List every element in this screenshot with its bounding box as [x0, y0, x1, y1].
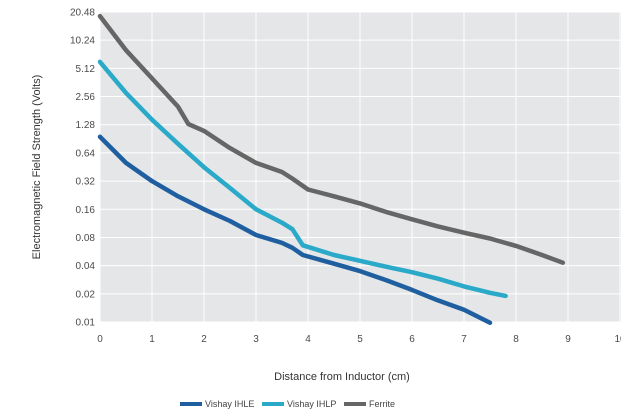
- legend: Vishay IHLE Vishay IHLP Ferrite: [180, 399, 395, 409]
- y-tick-label: 10.24: [70, 36, 95, 47]
- y-tick-label: 0.02: [76, 289, 96, 300]
- x-tick-label: 3: [253, 334, 259, 345]
- legend-swatch: [262, 402, 284, 406]
- x-tick-label: 0: [97, 334, 103, 345]
- x-axis-ticks: 0 1 2 3 4 5 6 7 8 9 10: [97, 334, 621, 345]
- series-lines: [97, 13, 566, 326]
- y-tick-label: 0.04: [76, 261, 96, 272]
- x-tick-label: 5: [357, 334, 363, 345]
- legend-swatch: [180, 402, 202, 406]
- x-tick-label: 2: [201, 334, 207, 345]
- legend-item: Vishay IHLE: [180, 399, 254, 409]
- series-line-vishay-ihle: [97, 134, 493, 326]
- x-tick-label: 6: [409, 334, 415, 345]
- y-tick-label: 2.56: [76, 92, 96, 103]
- y-tick-label: 1.28: [76, 120, 96, 131]
- legend-item: Vishay IHLP: [262, 399, 336, 409]
- legend-label: Ferrite: [369, 399, 395, 409]
- x-tick-label: 1: [149, 334, 155, 345]
- legend-swatch: [344, 402, 366, 406]
- series-line-vishay-ihlp: [97, 59, 508, 299]
- x-tick-label: 4: [305, 334, 311, 345]
- y-tick-label: 0.16: [76, 205, 96, 216]
- x-axis-title: Distance from Inductor (cm): [274, 371, 410, 383]
- y-tick-label: 0.01: [76, 318, 96, 329]
- x-tick-label: 9: [565, 334, 571, 345]
- y-tick-label: 0.32: [76, 177, 96, 188]
- legend-label: Vishay IHLE: [205, 399, 254, 409]
- y-tick-label: 0.08: [76, 233, 96, 244]
- x-tick-label: 8: [513, 334, 519, 345]
- legend-item: Ferrite: [344, 399, 395, 409]
- y-tick-label: 5.12: [76, 64, 96, 75]
- series-line-ferrite: [97, 13, 566, 265]
- y-axis-title: Electromagnetic Field Strength (Volts): [31, 75, 43, 260]
- y-axis-ticks: 0.01 0.02 0.04 0.08 0.16 0.32 0.64 1.28 2.56 5.12…: [70, 8, 95, 329]
- y-tick-label: 20.48: [70, 8, 95, 19]
- x-tick-label: 7: [461, 334, 467, 345]
- y-tick-label: 0.64: [76, 148, 96, 159]
- legend-label: Vishay IHLP: [287, 399, 336, 409]
- x-tick-label: 10: [614, 334, 621, 345]
